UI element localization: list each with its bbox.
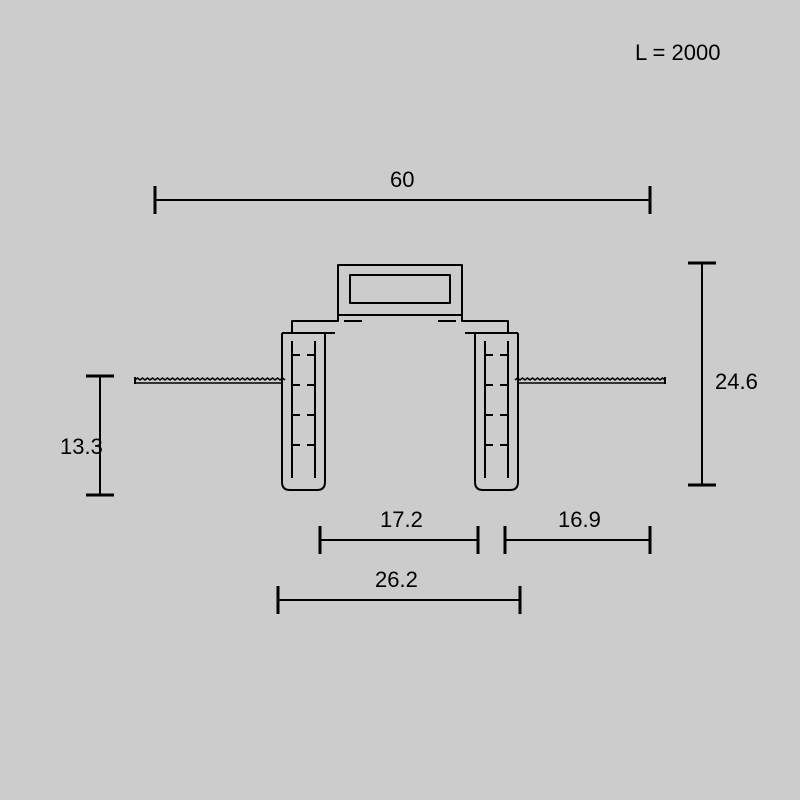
dim-label-width-26-2: 26.2	[375, 567, 418, 593]
dim-label-width-60: 60	[390, 167, 414, 193]
dim-label-height-13-3: 13.3	[60, 434, 103, 460]
dim-label-height-24-6: 24.6	[715, 369, 758, 395]
profile-drawing	[0, 0, 800, 800]
dim-label-flange-16-9: 16.9	[558, 507, 601, 533]
drawing-canvas: L = 2000 6017.226.216.924.613.3	[0, 0, 800, 800]
dim-label-gap-17-2: 17.2	[380, 507, 423, 533]
